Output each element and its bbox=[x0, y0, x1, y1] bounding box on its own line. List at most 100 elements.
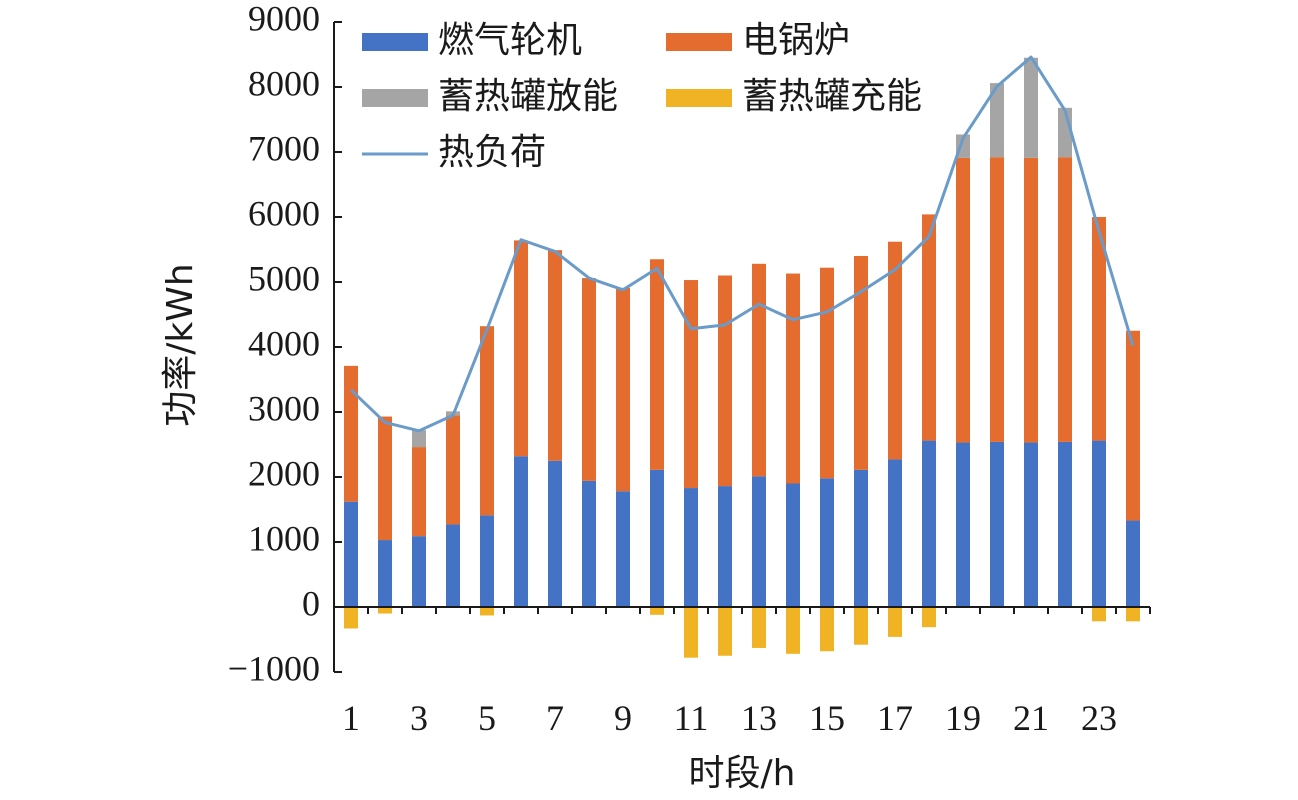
legend-swatch-1 bbox=[666, 33, 732, 51]
bar-series0-period-3 bbox=[412, 536, 426, 607]
bar-series1-period-18 bbox=[922, 214, 936, 441]
bar-series0-period-18 bbox=[922, 440, 936, 607]
bar-series1-period-4 bbox=[446, 415, 460, 525]
bar-series0-period-8 bbox=[582, 480, 596, 607]
bar-series1-period-22 bbox=[1058, 157, 1072, 442]
bar-series1-period-3 bbox=[412, 447, 426, 537]
bar-series0-period-17 bbox=[888, 459, 902, 607]
bar-series1-period-24 bbox=[1126, 330, 1140, 521]
legend-label-4: 热负荷 bbox=[438, 132, 546, 173]
bar-series0-period-14 bbox=[786, 483, 800, 607]
bar-series1-period-6 bbox=[514, 240, 528, 457]
bar-series0-period-2 bbox=[378, 540, 392, 607]
bar-series2-period-21 bbox=[1024, 57, 1038, 158]
y-tick-label: 4000 bbox=[248, 323, 320, 363]
bar-series1-period-17 bbox=[888, 241, 902, 460]
bar-series0-period-21 bbox=[1024, 442, 1038, 607]
legend-label-1: 电锅炉 bbox=[742, 20, 850, 61]
bar-series3-period-1 bbox=[344, 607, 358, 629]
bar-series1-period-21 bbox=[1024, 157, 1038, 443]
y-tick-label: 7000 bbox=[248, 128, 320, 168]
bar-series3-period-18 bbox=[922, 607, 936, 628]
bar-series3-period-15 bbox=[820, 607, 834, 652]
y-tick-label: 9000 bbox=[248, 0, 320, 38]
bar-series3-period-23 bbox=[1092, 607, 1106, 622]
bar-series1-period-14 bbox=[786, 273, 800, 484]
bar-series0-period-15 bbox=[820, 478, 834, 607]
y-tick-label: −1000 bbox=[228, 648, 320, 688]
bar-series1-period-20 bbox=[990, 157, 1004, 442]
bar-series3-period-24 bbox=[1126, 607, 1140, 622]
legend-swatch-0 bbox=[362, 33, 428, 51]
bar-series1-period-10 bbox=[650, 259, 664, 470]
bar-series3-period-5 bbox=[480, 607, 494, 616]
line-layer bbox=[349, 55, 1135, 433]
bar-series1-period-7 bbox=[548, 250, 562, 461]
heat-load-line bbox=[349, 55, 1135, 433]
bar-series3-period-17 bbox=[888, 607, 902, 637]
bar-series3-period-2 bbox=[378, 607, 392, 614]
x-tick-label: 13 bbox=[741, 698, 777, 738]
x-tick-label: 21 bbox=[1013, 698, 1049, 738]
x-axis-title: 时段/h bbox=[689, 753, 796, 794]
bar-series0-period-16 bbox=[854, 469, 868, 607]
bar-series1-period-2 bbox=[378, 416, 392, 541]
legend-label-3: 蓄热罐充能 bbox=[742, 76, 922, 117]
x-tick-label: 19 bbox=[945, 698, 981, 738]
x-ticks: 1 3 5 7 9 11 13 15 17 19 21 23 bbox=[333, 607, 1151, 738]
bar-series3-period-10 bbox=[650, 607, 664, 615]
bar-series0-period-10 bbox=[650, 469, 664, 607]
bar-series0-period-20 bbox=[990, 441, 1004, 607]
legend-label-2: 蓄热罐放能 bbox=[438, 76, 618, 117]
bar-series1-period-13 bbox=[752, 263, 766, 477]
y-tick-label: 8000 bbox=[248, 63, 320, 103]
bar-series1-period-12 bbox=[718, 275, 732, 487]
x-tick-label: 5 bbox=[478, 698, 496, 738]
bar-series0-period-1 bbox=[344, 501, 358, 607]
bar-series0-period-4 bbox=[446, 524, 460, 607]
bar-series2-period-3 bbox=[412, 430, 426, 448]
x-tick-label: 7 bbox=[546, 698, 564, 738]
y-axis-title: 功率/kWh bbox=[160, 263, 201, 426]
bar-series1-period-11 bbox=[684, 280, 698, 489]
bar-series0-period-22 bbox=[1058, 441, 1072, 607]
x-tick-label: 3 bbox=[410, 698, 428, 738]
bar-series1-period-9 bbox=[616, 287, 630, 492]
legend-swatch-2 bbox=[362, 89, 428, 107]
bar-series0-period-12 bbox=[718, 486, 732, 607]
y-tick-label: 3000 bbox=[248, 388, 320, 428]
y-tick-label: 5000 bbox=[248, 258, 320, 298]
bar-series0-period-23 bbox=[1092, 440, 1106, 607]
x-tick-label: 15 bbox=[809, 698, 845, 738]
legend-label-0: 燃气轮机 bbox=[438, 20, 582, 61]
legend-swatch-3 bbox=[666, 89, 732, 107]
x-tick-label: 1 bbox=[342, 698, 360, 738]
bar-series3-period-14 bbox=[786, 607, 800, 654]
bar-series1-period-16 bbox=[854, 256, 868, 470]
bar-series3-period-11 bbox=[684, 607, 698, 658]
bar-series1-period-1 bbox=[344, 365, 358, 502]
bar-series0-period-9 bbox=[616, 491, 630, 607]
y-tick-label: 0 bbox=[302, 583, 320, 623]
x-tick-label: 23 bbox=[1081, 698, 1117, 738]
y-tick-label: 2000 bbox=[248, 453, 320, 493]
bar-series0-period-5 bbox=[480, 515, 494, 607]
bar-series1-period-23 bbox=[1092, 217, 1106, 441]
bar-series2-period-20 bbox=[990, 83, 1004, 158]
x-tick-label: 17 bbox=[877, 698, 913, 738]
y-tick-label: 1000 bbox=[248, 518, 320, 558]
bar-series3-period-16 bbox=[854, 607, 868, 645]
bar-series0-period-19 bbox=[956, 442, 970, 607]
y-ticks: −1000 0 1000 2000 3000 4000 5000 6000 7000 8000 90… bbox=[228, 0, 342, 688]
bar-series3-period-12 bbox=[718, 607, 732, 656]
bar-series3-period-13 bbox=[752, 607, 766, 648]
bar-series0-period-7 bbox=[548, 460, 562, 607]
bar-series0-period-6 bbox=[514, 456, 528, 607]
bar-series1-period-15 bbox=[820, 267, 834, 479]
x-tick-label: 9 bbox=[614, 698, 632, 738]
x-tick-label: 11 bbox=[674, 698, 709, 738]
bar-series1-period-19 bbox=[956, 157, 970, 443]
bar-series1-period-5 bbox=[480, 326, 494, 516]
